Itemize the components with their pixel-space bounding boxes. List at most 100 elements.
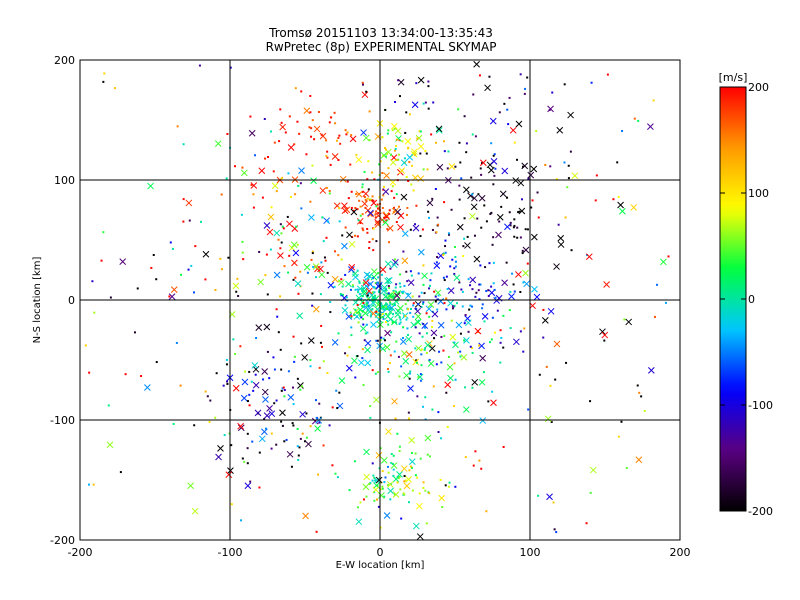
data-point-x xyxy=(411,148,418,156)
data-point-dot xyxy=(617,435,620,438)
data-point-dot xyxy=(484,266,487,269)
data-point-x xyxy=(449,333,457,341)
data-point-dot xyxy=(382,194,385,197)
data-point-dot xyxy=(376,484,379,487)
data-point-dot xyxy=(523,92,526,95)
data-point-dot xyxy=(381,487,384,490)
data-point-dot xyxy=(365,495,368,498)
data-point-x xyxy=(370,273,378,281)
data-point-x xyxy=(416,533,424,540)
data-point-dot xyxy=(360,316,363,319)
data-point-dot xyxy=(454,378,457,381)
data-point-x xyxy=(363,473,370,481)
data-point-dot xyxy=(420,353,423,356)
data-point-dot xyxy=(328,121,331,124)
data-point-dot xyxy=(526,262,529,265)
y-axis: -200 -100 0 100 200 xyxy=(50,54,680,547)
data-point-dot xyxy=(389,498,392,501)
data-point-dot xyxy=(372,199,375,202)
data-point-x xyxy=(499,190,507,198)
data-point-x xyxy=(401,230,409,238)
data-point-x xyxy=(453,274,461,282)
data-point-dot xyxy=(458,184,461,187)
data-point-dot xyxy=(388,212,391,215)
data-point-x xyxy=(279,123,287,131)
data-point-dot xyxy=(280,121,283,124)
data-point-dot xyxy=(232,338,235,341)
data-point-dot xyxy=(169,241,172,244)
data-point-dot xyxy=(398,282,401,285)
data-point-dot xyxy=(420,348,423,351)
data-point-dot xyxy=(234,165,237,168)
data-point-dot xyxy=(422,264,425,267)
data-point-x xyxy=(361,200,369,208)
data-point-x xyxy=(345,313,353,320)
data-point-x xyxy=(303,107,311,115)
data-point-dot xyxy=(522,165,525,168)
data-point-dot xyxy=(557,223,560,226)
data-point-dot xyxy=(194,245,197,248)
data-point-dot xyxy=(368,110,371,113)
data-point-dot xyxy=(241,457,244,460)
data-point-dot xyxy=(373,499,376,502)
data-point-dot xyxy=(398,375,401,378)
data-point-dot xyxy=(372,295,375,298)
data-point-dot xyxy=(190,264,193,267)
data-point-dot xyxy=(422,481,425,484)
data-point-dot xyxy=(366,294,369,297)
data-point-dot xyxy=(383,495,386,498)
data-point-dot xyxy=(378,289,381,292)
data-point-x xyxy=(375,476,383,484)
data-point-dot xyxy=(471,305,474,308)
data-point-dot xyxy=(344,304,347,307)
data-point-dot xyxy=(422,168,425,171)
data-point-dot xyxy=(378,163,381,166)
data-point-dot xyxy=(393,493,396,496)
data-point-dot xyxy=(460,288,463,291)
data-point-dot xyxy=(405,111,408,114)
data-point-dot xyxy=(517,211,520,214)
data-point-x xyxy=(266,228,274,236)
data-point-dot xyxy=(286,215,289,218)
data-point-dot xyxy=(428,358,431,361)
data-point-dot xyxy=(275,399,278,402)
data-point-dot xyxy=(279,348,282,351)
data-point-dot xyxy=(338,134,341,137)
data-point-dot xyxy=(227,256,230,259)
data-point-x xyxy=(348,266,355,273)
data-point-dot xyxy=(408,161,411,164)
data-point-dot xyxy=(487,400,490,403)
data-point-dot xyxy=(375,240,378,243)
data-point-dot xyxy=(241,166,244,169)
data-point-dot xyxy=(225,177,228,180)
data-point-x xyxy=(527,171,535,179)
data-point-x xyxy=(412,358,420,366)
data-point-dot xyxy=(549,165,552,168)
data-point-x xyxy=(331,153,339,160)
data-point-x xyxy=(185,199,193,207)
data-point-dot xyxy=(395,221,398,224)
data-point-dot xyxy=(395,340,398,343)
data-point-x xyxy=(258,435,266,443)
data-point-x xyxy=(215,453,222,461)
data-point-dot xyxy=(100,259,103,262)
data-point-dot xyxy=(322,240,325,243)
data-point-x xyxy=(372,486,380,494)
data-point-dot xyxy=(337,137,340,140)
data-point-dot xyxy=(362,384,365,387)
data-point-dot xyxy=(374,372,377,375)
data-point-dot xyxy=(472,464,475,467)
data-point-dot xyxy=(272,356,275,359)
data-point-dot xyxy=(315,530,318,533)
data-point-dot xyxy=(361,295,364,298)
data-point-dot xyxy=(204,390,207,393)
data-point-dot xyxy=(242,258,245,261)
data-point-dot xyxy=(354,234,357,237)
data-point-x xyxy=(252,365,260,373)
data-point-x xyxy=(660,258,667,266)
data-point-dot xyxy=(311,252,314,255)
data-point-dot xyxy=(552,501,555,504)
data-point-dot xyxy=(91,280,94,283)
data-point-dot xyxy=(489,212,492,215)
data-point-x xyxy=(433,262,441,270)
